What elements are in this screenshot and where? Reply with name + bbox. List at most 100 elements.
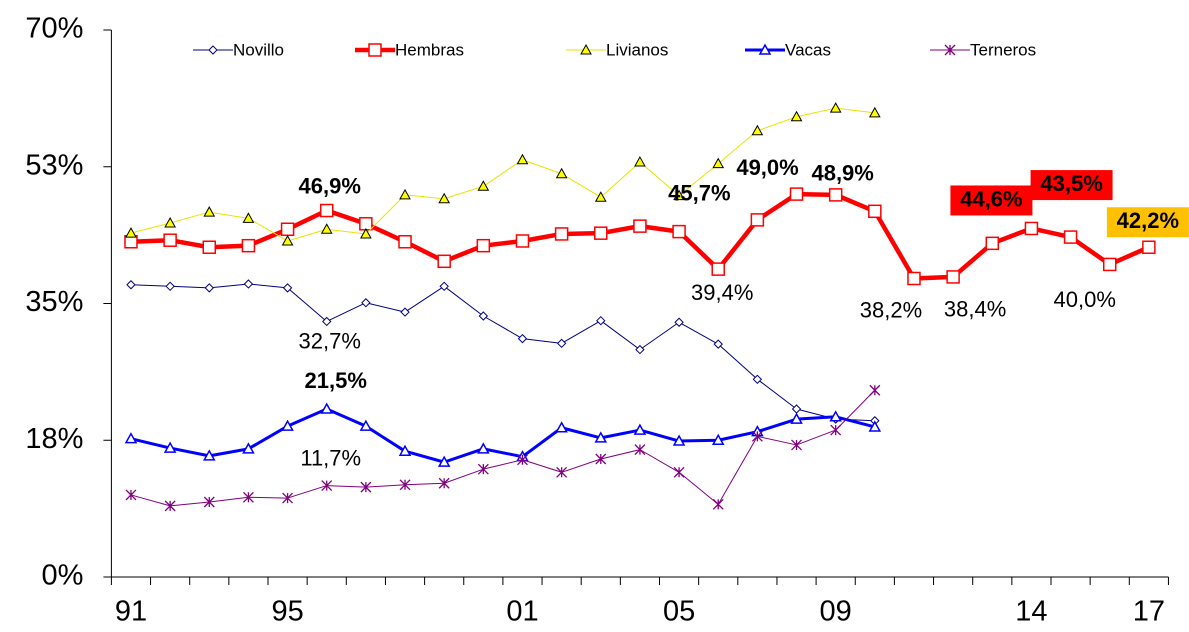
- marker: [281, 419, 294, 431]
- marker: [321, 480, 333, 492]
- marker: [635, 344, 645, 355]
- marker: [751, 430, 763, 442]
- marker: [790, 110, 803, 122]
- marker: [281, 234, 294, 246]
- legend-label: Livianos: [606, 40, 668, 59]
- marker: [203, 206, 216, 217]
- marker: [758, 43, 772, 55]
- marker: [674, 317, 684, 327]
- series: [125, 384, 881, 512]
- data-label: 11,7%: [300, 445, 361, 470]
- data-label: 42,2%: [1117, 208, 1179, 233]
- marker: [672, 434, 686, 446]
- marker: [399, 188, 411, 200]
- data-label: 32,7%: [299, 328, 361, 353]
- marker: [242, 442, 255, 454]
- marker: [555, 421, 568, 433]
- marker: [319, 203, 334, 218]
- marker: [359, 419, 373, 431]
- marker: [594, 431, 608, 443]
- marker: [478, 311, 489, 321]
- marker: [712, 157, 725, 169]
- marker: [477, 442, 490, 454]
- marker: [1063, 230, 1078, 244]
- marker: [203, 496, 215, 508]
- marker: [476, 238, 491, 253]
- marker: [556, 338, 567, 349]
- x-tick-label: 05: [663, 596, 695, 628]
- marker: [163, 441, 177, 453]
- marker: [868, 106, 881, 118]
- marker: [164, 216, 176, 228]
- marker: [400, 307, 410, 317]
- marker: [437, 254, 451, 269]
- marker: [829, 410, 842, 422]
- marker: [322, 316, 332, 327]
- legend-label: Novillo: [233, 40, 284, 59]
- label-box: [1030, 170, 1113, 201]
- series: [126, 279, 880, 426]
- x-tick-label: 14: [1015, 596, 1047, 628]
- marker: [164, 500, 176, 512]
- marker: [791, 404, 802, 414]
- marker: [204, 283, 214, 293]
- marker: [791, 439, 802, 451]
- marker: [241, 238, 256, 253]
- data-label: 45,7%: [668, 181, 730, 206]
- x-tick-label: 91: [115, 596, 147, 628]
- x-tick-label: 09: [820, 596, 852, 628]
- series-line: [130, 107, 875, 242]
- marker: [750, 213, 765, 227]
- marker: [634, 156, 646, 167]
- marker: [437, 455, 451, 467]
- x-tick-label: 01: [506, 596, 538, 628]
- marker: [1142, 240, 1156, 254]
- marker: [1024, 221, 1039, 236]
- marker: [712, 498, 724, 510]
- marker: [673, 466, 685, 478]
- legend-label: Hembras: [395, 40, 464, 59]
- marker: [517, 333, 528, 344]
- marker: [830, 424, 842, 436]
- marker: [1102, 257, 1117, 272]
- marker: [595, 453, 607, 465]
- marker: [320, 402, 333, 414]
- marker: [125, 227, 137, 238]
- marker: [368, 43, 382, 57]
- marker: [555, 167, 568, 179]
- marker: [828, 188, 843, 202]
- data-label: 38,4%: [944, 297, 1006, 322]
- marker: [515, 234, 530, 248]
- data-label: 49,0%: [736, 155, 798, 180]
- marker: [673, 189, 685, 201]
- marker: [242, 212, 255, 223]
- data-label: 21,5%: [305, 368, 367, 393]
- marker: [790, 412, 803, 424]
- legend-label: Terneros: [970, 40, 1036, 59]
- marker: [361, 298, 371, 308]
- marker: [594, 191, 607, 202]
- marker: [477, 463, 489, 475]
- series: [124, 402, 882, 467]
- marker: [163, 233, 177, 247]
- label-box: [950, 185, 1033, 216]
- marker: [280, 222, 295, 237]
- y-tick-label: 70%: [25, 13, 83, 45]
- marker: [869, 384, 881, 396]
- x-tick-label: 95: [271, 596, 303, 628]
- x-tick-label: 17: [1133, 596, 1165, 628]
- marker: [203, 449, 216, 461]
- data-label: 46,9%: [299, 173, 361, 198]
- y-tick-label: 53%: [25, 149, 83, 181]
- marker: [398, 444, 412, 456]
- data-label: 38,2%: [860, 297, 922, 322]
- data-label: 44,6%: [960, 186, 1022, 211]
- marker: [711, 433, 725, 445]
- marker: [829, 102, 842, 113]
- marker: [985, 236, 1000, 251]
- series-line: [130, 407, 876, 464]
- marker: [282, 283, 293, 293]
- marker: [907, 271, 921, 286]
- marker: [516, 153, 529, 165]
